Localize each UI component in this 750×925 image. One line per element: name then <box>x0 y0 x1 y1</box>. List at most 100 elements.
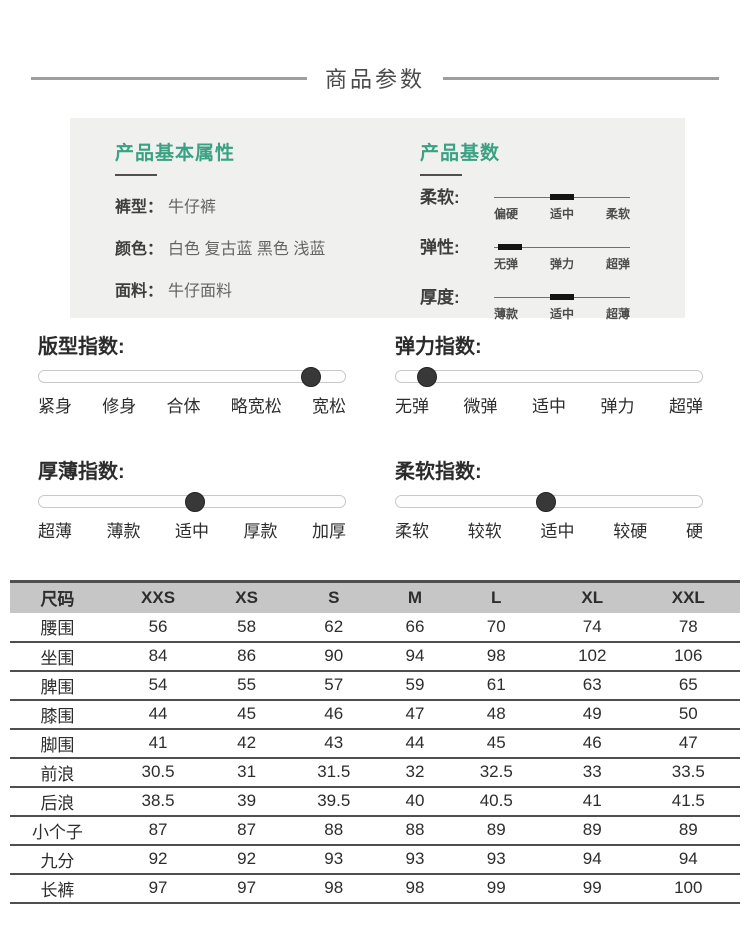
size-table-header-cell: M <box>385 581 445 613</box>
mini-slider-tick-label: 弹力 <box>549 257 574 271</box>
size-table-header-cell: XXL <box>636 581 740 613</box>
size-cell: 39.5 <box>317 791 351 810</box>
size-row-label: 腰围 <box>40 619 75 638</box>
mini-slider-tick-label: 超弹 <box>605 257 630 271</box>
base-index-label: 厚度: <box>420 288 460 307</box>
index-slider-label: 略宽松 <box>230 397 282 416</box>
mini-slider-marker <box>550 294 574 300</box>
size-table-row: 九分 92 92 93 93 93 94 94 <box>10 845 740 874</box>
size-table-head: 尺码 XXS XS S M L XL XXL <box>10 581 740 613</box>
size-cell: 94 <box>405 646 425 665</box>
base-index-row: 柔软: 偏硬 适中 柔软 <box>420 188 670 222</box>
size-cell: 63 <box>582 675 602 694</box>
size-table-header-cell: 尺码 <box>10 581 105 613</box>
size-cell: 42 <box>237 733 257 752</box>
attribute-value: 牛仔裤 <box>168 199 217 216</box>
size-table-row: 膝围 44 45 46 47 48 49 50 <box>10 700 740 729</box>
size-cell: 100 <box>674 878 703 897</box>
size-table-row: 前浪 30.5 31 31.5 32 32.5 33 33.5 <box>10 758 740 787</box>
size-cell: 66 <box>405 616 425 636</box>
size-cell: 33.5 <box>671 762 705 781</box>
size-table-row: 后浪 38.5 39 39.5 40 40.5 41 41.5 <box>10 787 740 816</box>
size-row-label: 膝围 <box>40 706 75 726</box>
base-index-label: 弹性: <box>420 238 460 257</box>
attribute-row: 颜色： 白色 复古蓝 黑色 浅蓝 <box>115 240 415 260</box>
size-cell: 40 <box>405 791 425 810</box>
index-slider-labels: 紧身 修身 合体 略宽松 宽松 <box>38 392 346 417</box>
size-cell: 84 <box>148 646 168 665</box>
size-cell: 90 <box>324 646 344 665</box>
mini-slider-track <box>494 294 630 300</box>
size-cell: 74 <box>582 616 602 636</box>
size-cell: 45 <box>237 704 257 723</box>
size-cell: 46 <box>582 733 602 752</box>
size-cell: 41.5 <box>671 791 705 810</box>
size-cell: 92 <box>148 849 168 868</box>
size-table-row: 长裤 97 97 98 98 99 99 100 <box>10 874 740 903</box>
size-cell: 45 <box>486 733 506 752</box>
base-index-section: 产品基数 柔软: 偏硬 适中 柔软 弹性: 无弹 弹力 超弹 厚度: 薄款 适中 超薄 <box>420 138 670 322</box>
mini-slider: 无弹 弹力 超弹 <box>494 238 630 272</box>
size-table-row: 脾围 54 55 57 59 61 63 65 <box>10 671 740 700</box>
index-slider-label: 合体 <box>166 397 201 416</box>
size-row-label: 长裤 <box>40 880 75 900</box>
size-row-label: 后浪 <box>40 793 75 813</box>
index-slider-labels: 柔软 较软 适中 较硬 硬 <box>395 517 703 542</box>
attribute-row: 面料： 牛仔面料 <box>115 282 415 302</box>
attribute-label: 裤型： <box>115 199 164 216</box>
size-table-row: 腰围 56 58 62 66 70 74 78 <box>10 613 740 642</box>
index-slider-track <box>395 491 703 512</box>
size-cell: 48 <box>486 704 506 723</box>
size-cell: 43 <box>324 733 344 752</box>
size-cell: 87 <box>237 820 257 839</box>
size-cell: 46 <box>324 704 344 723</box>
mini-slider-track <box>494 244 630 250</box>
mini-slider-track <box>494 194 630 200</box>
size-cell: 70 <box>486 616 506 636</box>
size-cell: 94 <box>678 849 698 868</box>
size-cell: 94 <box>582 849 602 868</box>
base-index-row: 弹性: 无弹 弹力 超弹 <box>420 238 670 272</box>
size-cell: 47 <box>678 733 698 752</box>
size-table-body: 腰围 56 58 62 66 70 74 78 坐围 84 86 90 94 98 102 106 脾围 54 55… <box>10 613 740 903</box>
index-slider-label: 超薄 <box>38 522 72 541</box>
size-cell: 55 <box>237 675 257 694</box>
index-slider-label: 厚款 <box>243 522 278 541</box>
index-slider-title: 厚薄指数: <box>38 461 125 483</box>
index-slider-label: 紧身 <box>38 397 72 416</box>
size-table-header-row: 尺码 XXS XS S M L XL XXL <box>10 581 740 613</box>
size-table-header-cell: L <box>444 581 548 613</box>
size-cell: 78 <box>678 616 698 636</box>
size-cell: 65 <box>678 675 698 694</box>
size-cell: 56 <box>148 616 168 636</box>
size-cell: 40.5 <box>479 791 513 810</box>
basic-attributes-section: 产品基本属性 裤型： 牛仔裤 颜色： 白色 复古蓝 黑色 浅蓝 面料： 牛仔面料 <box>115 138 415 302</box>
size-cell: 106 <box>674 646 703 665</box>
index-slider-label: 较硬 <box>613 522 648 541</box>
size-cell: 59 <box>405 675 425 694</box>
mini-slider-tick-label: 薄款 <box>494 307 519 321</box>
size-cell: 99 <box>582 878 602 897</box>
section-header: 商品参数 <box>0 62 750 94</box>
divider-line-left <box>30 76 307 80</box>
index-slider-dot <box>535 491 556 512</box>
index-slider-label: 适中 <box>540 522 575 541</box>
mini-slider-ticks: 无弹 弹力 超弹 <box>494 255 630 272</box>
size-cell: 50 <box>678 704 698 723</box>
mini-slider-marker <box>550 194 574 200</box>
size-table-row: 坐围 84 86 90 94 98 102 106 <box>10 642 740 671</box>
page-title: 商品参数 <box>324 67 425 92</box>
size-cell: 97 <box>148 878 168 897</box>
size-cell: 32 <box>405 762 425 781</box>
attribute-value: 牛仔面料 <box>168 283 233 300</box>
index-slider-dot <box>416 366 437 387</box>
index-slider-track <box>395 366 703 387</box>
index-slider-label: 微弹 <box>463 397 498 416</box>
size-cell: 38.5 <box>141 791 175 810</box>
size-cell: 33 <box>582 762 602 781</box>
index-slider-block: 厚薄指数: 超薄 薄款 适中 厚款 加厚 <box>38 461 346 542</box>
mini-slider-tick-label: 偏硬 <box>494 207 519 221</box>
size-cell: 39 <box>237 791 257 810</box>
index-slider-block: 弹力指数: 无弹 微弹 适中 弹力 超弹 <box>395 336 703 417</box>
